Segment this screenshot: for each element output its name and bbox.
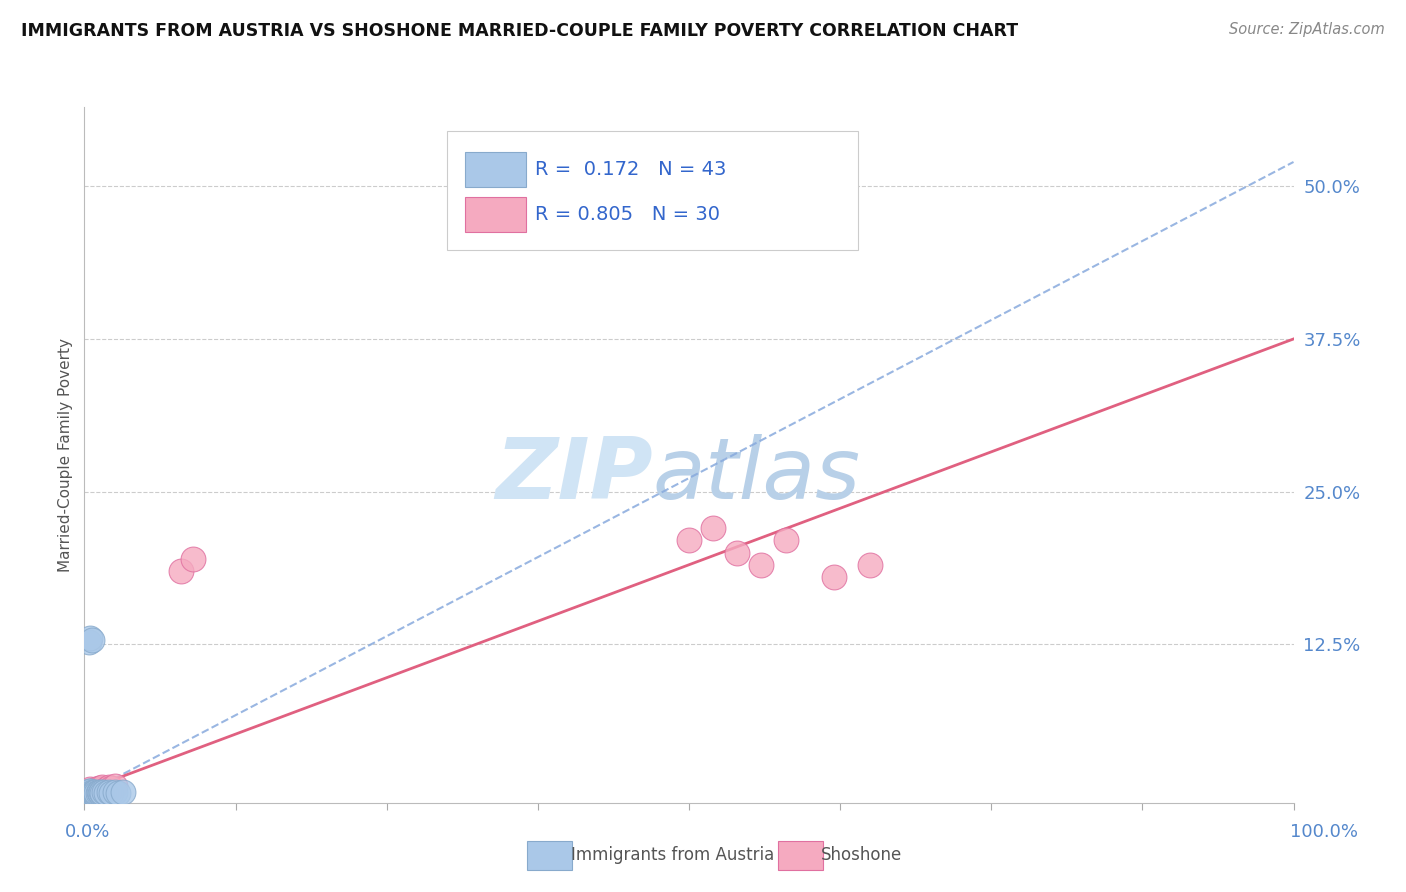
Point [77,786,100,800]
Point [86,782,108,797]
Point [91,786,114,800]
Point [83,787,105,801]
Text: 0.0%: 0.0% [65,822,110,840]
Point [82,786,104,800]
Point [80,787,103,801]
Point [97,785,120,799]
Point [823,570,845,584]
Point [859,558,882,572]
Point [77,634,100,648]
Point [77,789,100,803]
Point [91,780,114,794]
Point [90,782,112,797]
Point [77,787,100,801]
Point [82,789,104,803]
Point [181,551,204,566]
Point [80,633,103,648]
Point [702,521,724,535]
Point [80,785,103,799]
Text: Shoshone: Shoshone [821,847,903,864]
Point [77,789,100,804]
Point [97,780,120,794]
Point [77,787,100,801]
Point [80,789,103,803]
Point [86,786,108,800]
Point [76,789,98,803]
Point [76,789,98,804]
Point [76,789,98,804]
Text: ZIP: ZIP [495,434,652,517]
Point [94,786,117,800]
Text: 100.0%: 100.0% [1291,822,1358,840]
Point [775,533,797,548]
Point [725,545,748,559]
Y-axis label: Married-Couple Family Poverty: Married-Couple Family Poverty [58,338,73,572]
Point [94,782,117,797]
Point [79,631,101,645]
Point [86,786,108,800]
Text: atlas: atlas [652,434,860,517]
Point [89,786,111,800]
Point [100,786,122,800]
Point [86,783,108,797]
Text: IMMIGRANTS FROM AUSTRIA VS SHOSHONE MARRIED-COUPLE FAMILY POVERTY CORRELATION CH: IMMIGRANTS FROM AUSTRIA VS SHOSHONE MARR… [21,22,1018,40]
Point [79,782,101,797]
Point [84,787,107,801]
Point [77,789,100,804]
Point [107,786,129,800]
Point [77,786,100,800]
Point [738,192,761,206]
Point [100,781,122,796]
Point [170,564,193,578]
Point [77,787,100,801]
Point [79,789,101,803]
Point [82,786,104,800]
Text: Immigrants from Austria: Immigrants from Austria [571,847,775,864]
Point [93,785,115,799]
Text: R = 0.805   N = 30: R = 0.805 N = 30 [536,205,720,225]
Point [84,785,107,799]
FancyBboxPatch shape [447,131,858,250]
Point [79,786,101,800]
Point [77,783,100,797]
Point [751,558,773,572]
Point [83,783,105,797]
Point [76,789,98,804]
Point [90,785,112,799]
Text: Source: ZipAtlas.com: Source: ZipAtlas.com [1229,22,1385,37]
Point [77,786,100,800]
Point [678,533,700,548]
Point [84,785,107,799]
Point [80,785,103,799]
Point [79,789,101,804]
Text: R =  0.172   N = 43: R = 0.172 N = 43 [536,161,727,179]
Point [112,785,135,799]
Point [79,787,101,801]
Point [104,785,127,799]
Point [77,789,100,803]
FancyBboxPatch shape [465,153,526,187]
Point [77,783,100,797]
Point [76,787,98,801]
Point [87,781,110,796]
Point [77,785,100,799]
Point [104,779,127,793]
Point [87,785,110,799]
Point [83,785,105,799]
Point [79,783,101,797]
FancyBboxPatch shape [465,197,526,232]
Point [77,789,100,803]
